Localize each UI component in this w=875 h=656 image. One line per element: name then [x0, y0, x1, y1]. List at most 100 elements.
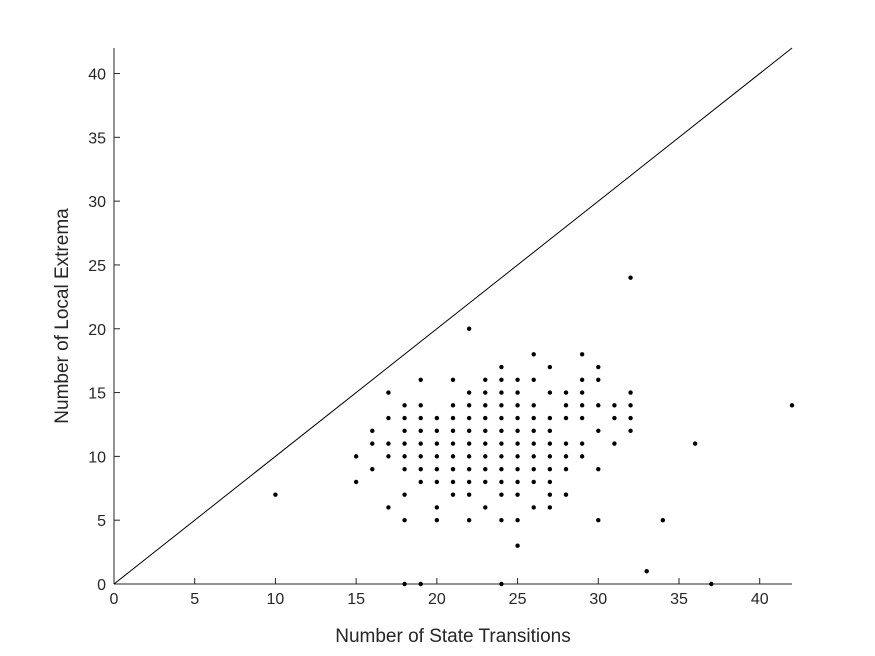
data-point	[418, 581, 423, 587]
data-point	[596, 517, 601, 523]
data-point	[483, 454, 488, 459]
data-point	[499, 479, 504, 485]
data-point	[418, 415, 423, 421]
data-point	[531, 505, 536, 510]
data-point	[596, 428, 601, 434]
data-point	[466, 492, 472, 497]
data-point	[386, 454, 391, 459]
data-point	[450, 441, 456, 446]
data-point	[547, 466, 553, 472]
data-point	[483, 428, 488, 434]
data-point	[515, 390, 520, 395]
x-tick-label: 20	[428, 591, 446, 608]
data-point	[628, 415, 633, 421]
data-point	[612, 441, 617, 446]
data-point	[386, 441, 391, 446]
data-point	[370, 441, 375, 446]
x-tick-label: 10	[267, 591, 285, 608]
data-point	[483, 415, 488, 421]
data-point	[515, 543, 520, 548]
data-point	[499, 517, 504, 523]
data-point	[499, 390, 504, 395]
data-point	[499, 403, 504, 408]
y-tick-label: 40	[88, 67, 106, 84]
data-point	[499, 466, 504, 472]
x-ticks: 0 5 10 15 20 25 30 35 40	[110, 578, 769, 608]
data-point	[531, 466, 536, 472]
data-point	[402, 428, 407, 434]
data-point	[531, 403, 536, 408]
data-point	[789, 403, 795, 408]
data-point	[660, 517, 666, 523]
data-point	[499, 441, 504, 446]
data-point	[563, 415, 569, 421]
data-point	[499, 454, 504, 459]
scatter-points	[273, 275, 795, 587]
data-point	[628, 390, 633, 395]
data-point	[499, 377, 504, 383]
data-point	[418, 466, 423, 472]
data-point	[402, 466, 407, 472]
data-point	[466, 428, 472, 434]
y-ticks: 0 5 10 15 20 25 30 35 40	[88, 67, 120, 594]
y-axis-label: Number of Local Extrema	[52, 208, 73, 424]
data-point	[483, 390, 488, 395]
data-point	[579, 454, 585, 459]
data-point	[418, 441, 423, 446]
data-point	[450, 403, 456, 408]
x-tick-label: 30	[589, 591, 607, 608]
data-point	[563, 403, 569, 408]
data-point	[450, 479, 456, 485]
data-point	[692, 441, 698, 446]
y-tick-label: 0	[97, 577, 106, 594]
data-point	[386, 390, 391, 395]
data-point	[483, 377, 488, 383]
data-point	[483, 505, 488, 510]
data-point	[483, 479, 488, 485]
data-point	[402, 403, 407, 408]
data-point	[515, 428, 520, 434]
x-tick-label: 40	[751, 591, 769, 608]
y-tick-label: 10	[88, 449, 106, 466]
data-point	[531, 479, 536, 485]
data-point	[579, 352, 585, 357]
data-point	[644, 569, 649, 574]
data-point	[418, 479, 423, 485]
reference-line	[113, 47, 793, 585]
data-point	[596, 466, 601, 472]
data-point	[628, 275, 633, 280]
data-point	[612, 403, 617, 408]
data-point	[418, 403, 423, 408]
data-point	[483, 466, 488, 472]
data-point	[450, 454, 456, 459]
data-point	[515, 492, 520, 497]
data-point	[466, 326, 472, 331]
data-point	[450, 492, 456, 497]
data-point	[483, 441, 488, 446]
data-point	[434, 466, 440, 472]
x-tick-label: 5	[190, 591, 199, 608]
data-point	[402, 441, 407, 446]
x-tick-label: 35	[670, 591, 688, 608]
data-point	[579, 390, 585, 395]
data-point	[466, 517, 472, 523]
data-point	[515, 403, 520, 408]
y-tick-label: 30	[88, 194, 106, 211]
data-point	[418, 428, 423, 434]
data-point	[596, 403, 601, 408]
data-point	[402, 581, 407, 587]
data-point	[434, 479, 440, 485]
data-point	[547, 441, 553, 446]
data-point	[515, 377, 520, 383]
data-point	[434, 454, 440, 459]
data-point	[499, 581, 504, 587]
data-point	[515, 441, 520, 446]
data-point	[499, 428, 504, 434]
data-point	[402, 517, 407, 523]
data-point	[450, 415, 456, 421]
data-point	[563, 492, 569, 497]
y-tick-label: 5	[97, 513, 106, 530]
data-point	[531, 415, 536, 421]
data-point	[515, 517, 520, 523]
